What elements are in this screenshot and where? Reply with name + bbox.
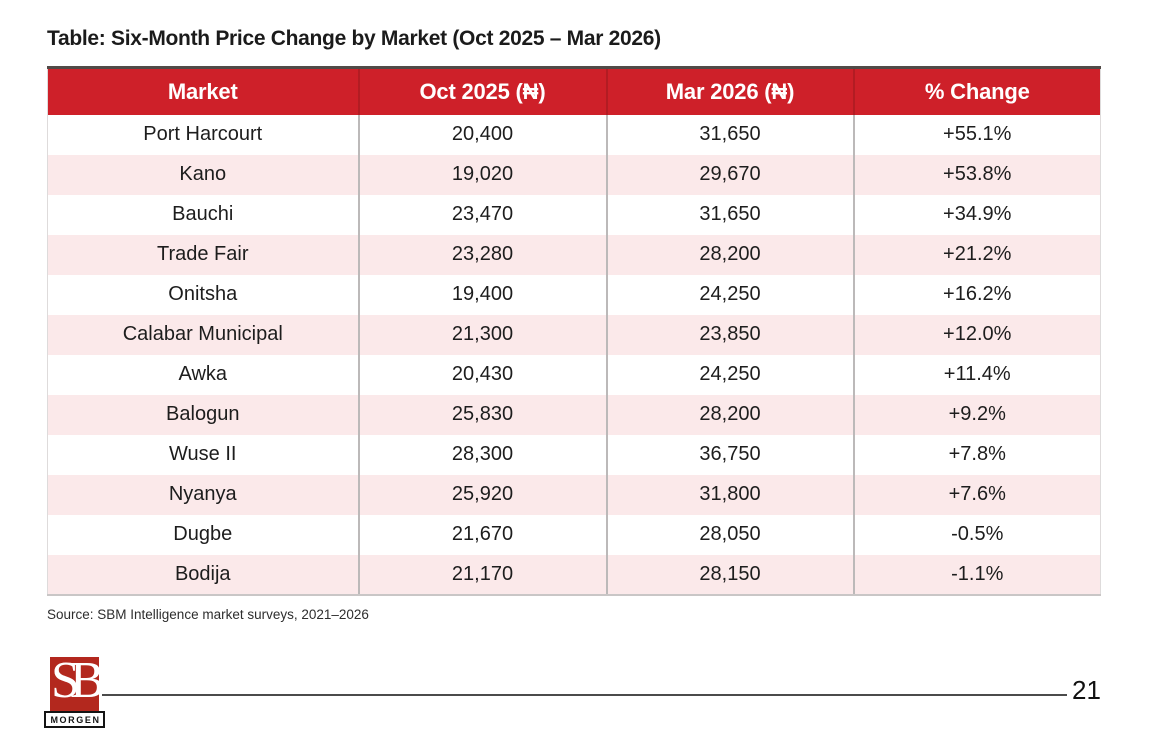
table-cell: 19,020 (357, 154, 607, 195)
table-cell: +53.8% (852, 154, 1101, 195)
table-cell: 23,850 (605, 314, 854, 355)
column-header-market: Market (47, 67, 359, 115)
table-row: Kano 19,020 29,670 +53.8% (47, 154, 1101, 195)
table-header: Market Oct 2025 (₦) Mar 2026 (₦) % Chang… (47, 67, 1101, 115)
table-cell: Kano (47, 154, 359, 195)
column-header-mar-2026: Mar 2026 (₦) (605, 67, 854, 115)
table-cell: Onitsha (47, 274, 359, 315)
table-cell: +34.9% (852, 194, 1101, 235)
price-change-table: Market Oct 2025 (₦) Mar 2026 (₦) % Chang… (47, 66, 1101, 596)
table-cell: +7.6% (852, 474, 1101, 515)
table-cell: 19,400 (357, 274, 607, 315)
table-row: Bauchi 23,470 31,650 +34.9% (47, 194, 1101, 235)
table-cell: Port Harcourt (47, 114, 359, 155)
table-cell: Wuse II (47, 434, 359, 475)
table-cell: +7.8% (852, 434, 1101, 475)
table-cell: +55.1% (852, 114, 1101, 155)
table-cell: 23,280 (357, 234, 607, 275)
table-cell: +21.2% (852, 234, 1101, 275)
table-cell: 28,150 (605, 554, 854, 596)
table-cell: 36,750 (605, 434, 854, 475)
page-number: 21 (1072, 675, 1101, 705)
table-cell: 24,250 (605, 354, 854, 395)
table-body: Port Harcourt 20,400 31,650 +55.1% Kano 19,02… (47, 114, 1101, 596)
table-cell: +11.4% (852, 354, 1101, 395)
table-cell: 31,800 (605, 474, 854, 515)
table-row: Nyanya 25,920 31,800 +7.6% (47, 474, 1101, 515)
table-cell: 25,920 (357, 474, 607, 515)
table-row: Bodija 21,170 28,150 -1.1% (47, 554, 1101, 596)
table-cell: 28,300 (357, 434, 607, 475)
table-cell: +16.2% (852, 274, 1101, 315)
sbm-logo-icon: S B (50, 657, 99, 712)
column-header-oct-2025: Oct 2025 (₦) (357, 67, 607, 115)
column-header-pct-change: % Change (852, 67, 1101, 115)
table-cell: -1.1% (852, 554, 1101, 596)
table-row: Balogun 25,830 28,200 +9.2% (47, 394, 1101, 435)
header-row: Market Oct 2025 (₦) Mar 2026 (₦) % Chang… (47, 67, 1101, 115)
table-row: Awka 20,430 24,250 +11.4% (47, 354, 1101, 395)
table-cell: Bauchi (47, 194, 359, 235)
table-cell: 24,250 (605, 274, 854, 315)
table-title: Table: Six-Month Price Change by Market … (47, 27, 661, 50)
table-row: Wuse II 28,300 36,750 +7.8% (47, 434, 1101, 475)
logo-morgen-label: MORGEN (44, 711, 105, 728)
table-cell: 28,200 (605, 394, 854, 435)
table-cell: Trade Fair (47, 234, 359, 275)
table-cell: 20,430 (357, 354, 607, 395)
logo-letter-s: S (51, 657, 80, 709)
table-cell: 21,300 (357, 314, 607, 355)
table-cell: 31,650 (605, 194, 854, 235)
source-note: Source: SBM Intelligence market surveys,… (47, 607, 369, 622)
footer-divider-line (102, 694, 1067, 696)
table-cell: 23,470 (357, 194, 607, 235)
table-row: Onitsha 19,400 24,250 +16.2% (47, 274, 1101, 315)
table-cell: 20,400 (357, 114, 607, 155)
table-row: Calabar Municipal 21,300 23,850 +12.0% (47, 314, 1101, 355)
table-cell: -0.5% (852, 514, 1101, 555)
table-row: Port Harcourt 20,400 31,650 +55.1% (47, 114, 1101, 155)
table-cell: 28,200 (605, 234, 854, 275)
logo-letter-b: B (70, 657, 99, 709)
table-cell: +9.2% (852, 394, 1101, 435)
table-row: Dugbe 21,670 28,050 -0.5% (47, 514, 1101, 555)
table-row: Trade Fair 23,280 28,200 +21.2% (47, 234, 1101, 275)
table-cell: Bodija (47, 554, 359, 596)
table-cell: Nyanya (47, 474, 359, 515)
table-cell: Dugbe (47, 514, 359, 555)
table-cell: Balogun (47, 394, 359, 435)
table-cell: 21,670 (357, 514, 607, 555)
table-cell: 21,170 (357, 554, 607, 596)
table-cell: Awka (47, 354, 359, 395)
table-cell: +12.0% (852, 314, 1101, 355)
table-cell: 29,670 (605, 154, 854, 195)
table-cell: 31,650 (605, 114, 854, 155)
table-cell: 28,050 (605, 514, 854, 555)
table-cell: Calabar Municipal (47, 314, 359, 355)
table-cell: 25,830 (357, 394, 607, 435)
